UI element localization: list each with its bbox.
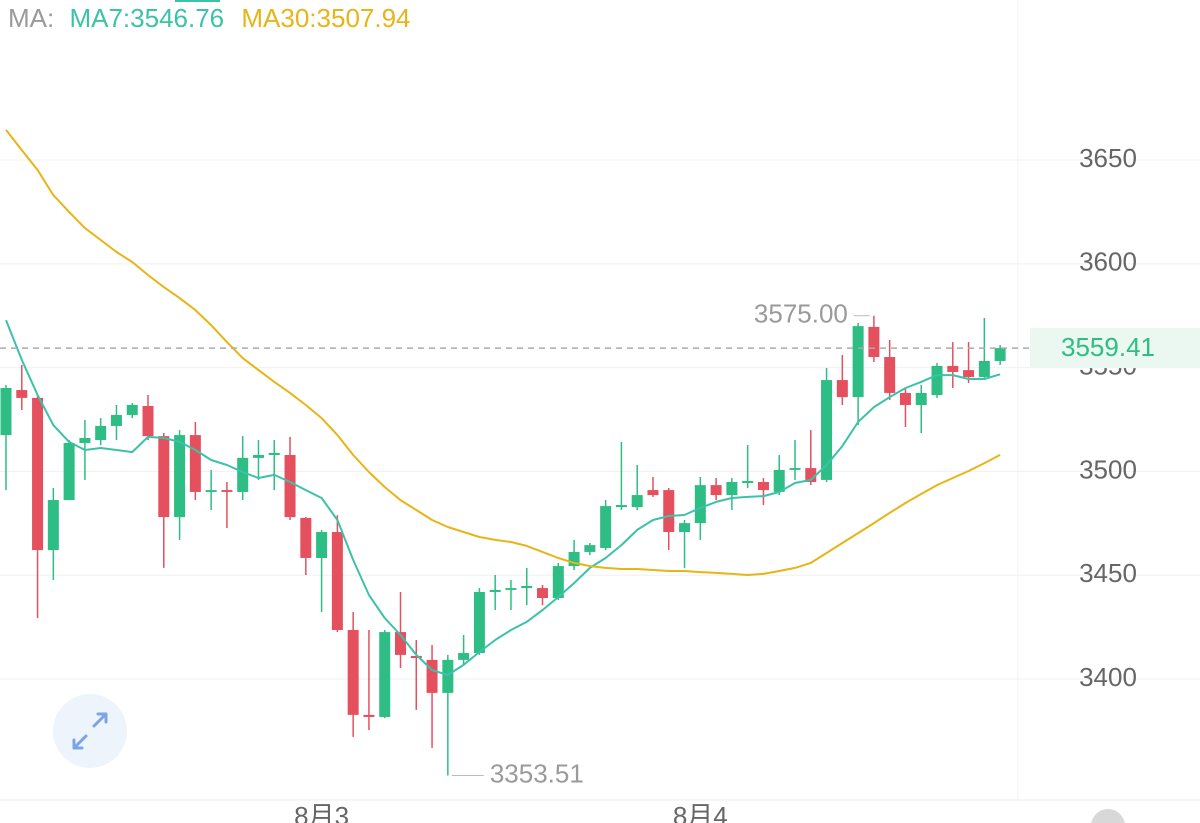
candle-body: [16, 390, 28, 398]
candle-body: [789, 468, 801, 470]
expand-icon[interactable]: [72, 712, 108, 750]
candle-body: [521, 585, 533, 589]
candle-body: [395, 632, 406, 655]
candle-body: [205, 490, 217, 492]
candle-body: [773, 469, 785, 492]
legend-entry: MA30:3507.94: [241, 3, 410, 33]
high-label: 3575.00: [754, 299, 848, 329]
candle-body: [316, 532, 328, 558]
candle-body: [221, 490, 233, 492]
candle-body: [379, 632, 391, 717]
candle-body: [663, 490, 675, 533]
candle-body: [537, 588, 549, 599]
ma-line: [5, 319, 1001, 676]
candle-body: [174, 435, 186, 518]
x-tick-label: 8月3: [294, 801, 349, 823]
candle-body: [757, 481, 769, 491]
overlay: 3575.00 3353.51 3559.41: [0, 299, 1200, 788]
y-tick-label: 3450: [1079, 558, 1137, 588]
expand-button-bg[interactable]: [53, 694, 127, 768]
candle-body: [821, 380, 833, 480]
candle-body: [836, 380, 848, 398]
candle-body: [158, 436, 170, 518]
x-tick-label: 8月4: [673, 801, 728, 823]
marks: [0, 129, 1006, 776]
y-tick-label: 3600: [1079, 247, 1137, 277]
candle-body: [694, 485, 706, 524]
candle-body: [252, 455, 264, 458]
candle-body: [742, 480, 754, 484]
candle-body: [363, 714, 375, 717]
candle-body: [268, 452, 280, 456]
candle-body: [552, 566, 564, 599]
candle-body: [284, 455, 296, 518]
candle-body: [410, 655, 422, 659]
candle-body: [237, 457, 249, 492]
candle-body: [615, 505, 627, 508]
candle-body: [931, 365, 943, 396]
candle-body: [868, 326, 880, 358]
expand-button[interactable]: [53, 694, 127, 768]
last-price-box: [1030, 328, 1200, 369]
candle-body: [442, 659, 454, 693]
legend-title: MA:: [8, 3, 54, 33]
low-label: 3353.51: [490, 758, 584, 788]
candle-body: [647, 490, 659, 496]
candle-body: [726, 481, 738, 496]
settings-button[interactable]: [1091, 809, 1125, 823]
candle-body: [978, 360, 990, 377]
candle-body: [631, 495, 643, 508]
candle-body: [473, 592, 485, 654]
y-tick-label: 3650: [1079, 143, 1137, 173]
candle-body: [994, 348, 1006, 361]
candle-body: [347, 629, 359, 715]
candle-body: [489, 589, 501, 593]
last-price-label: 3559.41: [1061, 332, 1155, 362]
candle-body: [852, 326, 864, 398]
candle-body: [568, 551, 580, 567]
candle-body: [0, 387, 12, 436]
candle-body: [95, 425, 107, 441]
candle-body: [79, 437, 91, 443]
candle-body: [600, 506, 612, 549]
candle-body: [110, 414, 122, 426]
candle-body: [458, 653, 470, 660]
legend-entry: MA7:3546.76: [69, 3, 224, 33]
candle-body: [915, 392, 927, 405]
candle-body: [142, 406, 154, 437]
candle-body: [63, 442, 75, 501]
candle-body: [584, 545, 596, 552]
legend: MA: MA7:3546.76 MA30:3507.94: [8, 3, 411, 33]
candle-body: [947, 365, 959, 372]
candle-body: [805, 468, 817, 482]
candle-body: [710, 485, 722, 496]
y-tick-label: 3400: [1079, 662, 1137, 692]
candle-body: [300, 517, 312, 558]
candle-body: [899, 392, 911, 405]
candle-body: [126, 404, 138, 415]
candle-body: [47, 500, 59, 551]
candle-body: [505, 588, 517, 590]
ma-line: [5, 129, 1001, 576]
candle-body: [884, 357, 896, 393]
candle-body: [331, 532, 343, 630]
y-tick-label: 3500: [1079, 454, 1137, 484]
candle-body: [189, 435, 201, 492]
candle-body: [963, 370, 975, 377]
candle-body: [426, 659, 438, 693]
candle-body: [32, 397, 44, 551]
candle-body: [679, 523, 691, 533]
